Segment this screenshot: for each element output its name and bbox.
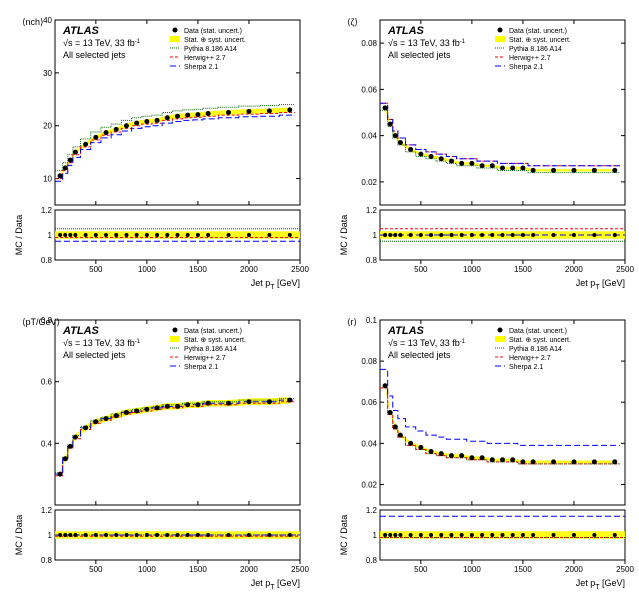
svg-text:0.06: 0.06 [361, 398, 377, 407]
svg-text:0.4: 0.4 [41, 439, 53, 448]
svg-text:Herwig++ 2.7: Herwig++ 2.7 [509, 55, 551, 62]
svg-text:0.04: 0.04 [361, 439, 377, 448]
svg-text:Pythia 8.186 A14: Pythia 8.186 A14 [184, 46, 237, 53]
svg-text:1000: 1000 [462, 565, 480, 574]
svg-text:1.2: 1.2 [41, 206, 53, 215]
svg-text:Data (stat. uncert.): Data (stat. uncert.) [184, 28, 242, 35]
svg-text:Jet pT [GeV]: Jet pT [GeV] [575, 278, 624, 291]
svg-text:1500: 1500 [189, 265, 207, 274]
svg-text:Herwig++ 2.7: Herwig++ 2.7 [184, 55, 226, 62]
svg-text:1: 1 [372, 231, 377, 240]
svg-text:All selected jets: All selected jets [388, 350, 451, 360]
svg-text:30: 30 [43, 69, 52, 78]
svg-text:√s = 13 TeV, 33 fb-1: √s = 13 TeV, 33 fb-1 [63, 338, 141, 348]
svg-text:20: 20 [43, 122, 52, 131]
svg-text:Sherpa 2.1: Sherpa 2.1 [184, 364, 218, 371]
svg-text:Jet pT [GeV]: Jet pT [GeV] [575, 578, 624, 591]
svg-text:0.1: 0.1 [365, 316, 377, 325]
svg-text:1: 1 [48, 531, 53, 540]
svg-text:2500: 2500 [291, 565, 309, 574]
svg-text:1000: 1000 [462, 265, 480, 274]
svg-text:ATLAS: ATLAS [387, 325, 425, 337]
svg-text:500: 500 [414, 265, 428, 274]
svg-text:0.04: 0.04 [361, 132, 377, 141]
svg-text:All selected jets: All selected jets [63, 350, 126, 360]
svg-text:ATLAS: ATLAS [387, 25, 425, 37]
svg-text:All selected jets: All selected jets [63, 50, 126, 60]
svg-text:Data (stat. uncert.): Data (stat. uncert.) [509, 28, 567, 35]
svg-text:0.02: 0.02 [361, 480, 377, 489]
svg-text:Stat. ⊕ syst. uncert.: Stat. ⊕ syst. uncert. [509, 37, 571, 44]
svg-text:500: 500 [89, 565, 103, 574]
svg-text:1000: 1000 [138, 265, 156, 274]
svg-text:0.8: 0.8 [365, 256, 377, 265]
panel-bottom-right: 0.02 0.04 0.06 0.08 0.1 ⟨r⟩ 0.8 1 1.2 MC / Data 50… [335, 310, 635, 600]
svg-text:Stat. ⊕ syst. uncert.: Stat. ⊕ syst. uncert. [184, 37, 246, 44]
svg-text:MC / Data: MC / Data [14, 215, 24, 256]
svg-text:⟨nch⟩: ⟨nch⟩ [22, 17, 44, 27]
svg-text:2500: 2500 [291, 265, 309, 274]
svg-text:All selected jets: All selected jets [388, 50, 451, 60]
svg-text:Sherpa 2.1: Sherpa 2.1 [184, 64, 218, 71]
svg-text:0.8: 0.8 [41, 556, 53, 565]
svg-text:2000: 2000 [240, 265, 258, 274]
panel-top-right: 0.02 0.04 0.06 0.08 ⟨ζ⟩ 0.8 1 1.2 MC / Data 500 10… [335, 10, 635, 300]
svg-text:√s = 13 TeV, 33 fb-1: √s = 13 TeV, 33 fb-1 [388, 38, 466, 48]
svg-text:Data (stat. uncert.): Data (stat. uncert.) [509, 328, 567, 335]
svg-text:2000: 2000 [565, 265, 583, 274]
svg-text:Herwig++ 2.7: Herwig++ 2.7 [184, 355, 226, 362]
svg-text:2500: 2500 [616, 265, 634, 274]
svg-text:0.6: 0.6 [41, 378, 53, 387]
svg-text:1.2: 1.2 [365, 506, 377, 515]
svg-text:√s = 13 TeV, 33 fb-1: √s = 13 TeV, 33 fb-1 [63, 38, 141, 48]
svg-text:500: 500 [414, 565, 428, 574]
svg-text:0.8: 0.8 [365, 556, 377, 565]
svg-text:Stat. ⊕ syst. uncert.: Stat. ⊕ syst. uncert. [509, 337, 571, 344]
svg-text:ATLAS: ATLAS [62, 25, 100, 37]
panel-bottom-left: 0.40.60.8⟨pT/GeV⟩0.811.2MC / Data5001000… [10, 310, 310, 600]
svg-text:1: 1 [48, 231, 53, 240]
svg-text:0.08: 0.08 [361, 39, 377, 48]
svg-text:Jet pT [GeV]: Jet pT [GeV] [251, 578, 300, 591]
svg-text:Stat. ⊕ syst. uncert.: Stat. ⊕ syst. uncert. [184, 337, 246, 344]
svg-text:0.08: 0.08 [361, 357, 377, 366]
svg-text:0.8: 0.8 [41, 256, 53, 265]
svg-text:40: 40 [43, 16, 52, 25]
svg-text:Pythia 8.186 A14: Pythia 8.186 A14 [509, 46, 562, 53]
svg-text:√s = 13 TeV, 33 fb-1: √s = 13 TeV, 33 fb-1 [388, 338, 466, 348]
svg-text:1.2: 1.2 [365, 206, 377, 215]
svg-text:0.06: 0.06 [361, 85, 377, 94]
svg-text:Herwig++ 2.7: Herwig++ 2.7 [509, 355, 551, 362]
svg-text:MC / Data: MC / Data [339, 515, 349, 556]
svg-text:10: 10 [43, 175, 52, 184]
svg-text:Data (stat. uncert.): Data (stat. uncert.) [184, 328, 242, 335]
panel-top-left: 10 20 30 40⟨nch⟩ 0.8 1 1.2 MC / Data 500 1000 1500… [10, 10, 310, 300]
svg-text:500: 500 [89, 265, 103, 274]
svg-text:Pythia 8.186 A14: Pythia 8.186 A14 [509, 346, 562, 353]
svg-text:ATLAS: ATLAS [62, 325, 100, 337]
svg-text:1500: 1500 [514, 565, 532, 574]
svg-text:Jet pT [GeV]: Jet pT [GeV] [251, 278, 300, 291]
svg-text:⟨r⟩: ⟨r⟩ [347, 317, 357, 327]
svg-text:1500: 1500 [189, 565, 207, 574]
svg-text:2000: 2000 [565, 565, 583, 574]
svg-text:2000: 2000 [240, 565, 258, 574]
svg-text:Sherpa 2.1: Sherpa 2.1 [509, 364, 543, 371]
svg-text:1.2: 1.2 [41, 506, 53, 515]
svg-text:Sherpa 2.1: Sherpa 2.1 [509, 64, 543, 71]
svg-text:1: 1 [372, 531, 377, 540]
svg-text:MC / Data: MC / Data [14, 515, 24, 556]
svg-text:⟨ζ⟩: ⟨ζ⟩ [347, 17, 358, 27]
svg-text:2500: 2500 [616, 565, 634, 574]
chart-grid: 10203040⟨nch⟩0.811.2MC / Data50010001500… [10, 10, 639, 600]
svg-text:0.02: 0.02 [361, 178, 377, 187]
svg-text:MC / Data: MC / Data [339, 215, 349, 256]
svg-text:1500: 1500 [514, 265, 532, 274]
svg-text:Pythia 8.186 A14: Pythia 8.186 A14 [184, 346, 237, 353]
svg-text:1000: 1000 [138, 565, 156, 574]
svg-text:⟨pT/GeV⟩: ⟨pT/GeV⟩ [22, 317, 60, 327]
